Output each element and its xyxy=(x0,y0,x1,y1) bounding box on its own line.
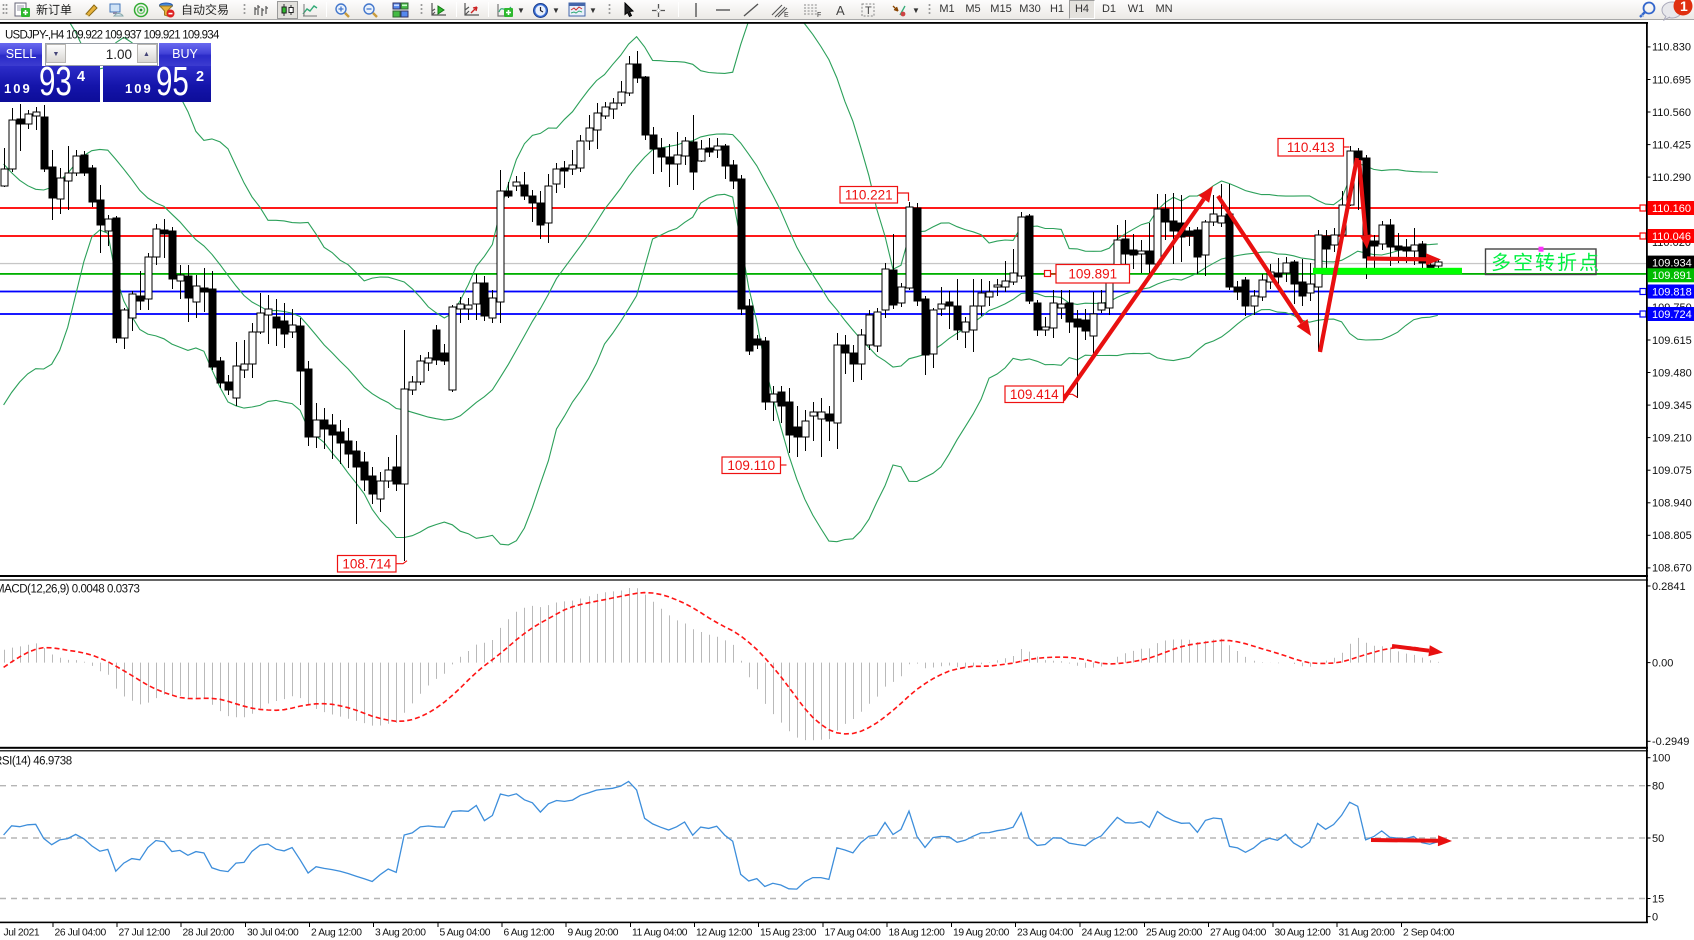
svg-text:26 Jul 04:00: 26 Jul 04:00 xyxy=(55,928,107,939)
svg-text:0.00: 0.00 xyxy=(1652,657,1673,669)
svg-text:T: T xyxy=(865,5,872,17)
svg-text:109.480: 109.480 xyxy=(1652,367,1692,379)
svg-text:31 Aug 20:00: 31 Aug 20:00 xyxy=(1339,928,1396,939)
svg-text:110.413: 110.413 xyxy=(1287,140,1335,155)
svg-text:110.221: 110.221 xyxy=(845,187,893,202)
svg-text:27 Jul 12:00: 27 Jul 12:00 xyxy=(119,928,171,939)
svg-text:1: 1 xyxy=(1680,0,1688,14)
svg-text:15: 15 xyxy=(1652,893,1664,905)
svg-text:109.891: 109.891 xyxy=(1068,266,1117,281)
svg-text:24 Aug 12:00: 24 Aug 12:00 xyxy=(1082,928,1139,939)
svg-text:25 Aug 20:00: 25 Aug 20:00 xyxy=(1146,928,1203,939)
svg-text:110.425: 110.425 xyxy=(1652,139,1691,151)
svg-text:RSI(14) 46.9738: RSI(14) 46.9738 xyxy=(0,756,72,768)
svg-text:109.818: 109.818 xyxy=(1652,286,1692,298)
svg-text:3 Aug 20:00: 3 Aug 20:00 xyxy=(375,928,426,939)
svg-text:109.345: 109.345 xyxy=(1652,400,1692,412)
svg-text:2 Sep 04:00: 2 Sep 04:00 xyxy=(1403,928,1455,939)
svg-text:15 Aug 23:00: 15 Aug 23:00 xyxy=(760,928,817,939)
svg-text:6 Aug 12:00: 6 Aug 12:00 xyxy=(504,928,555,939)
svg-text:30 Jul 04:00: 30 Jul 04:00 xyxy=(247,928,299,939)
svg-text:109.210: 109.210 xyxy=(1652,432,1692,444)
svg-text:5 Aug 04:00: 5 Aug 04:00 xyxy=(440,928,491,939)
svg-text:12 Aug 12:00: 12 Aug 12:00 xyxy=(696,928,753,939)
svg-text:USDJPY-,H4 109.922 109.937 10: USDJPY-,H4 109.922 109.937 109.921 109.9… xyxy=(5,30,220,42)
svg-text:108.670: 108.670 xyxy=(1652,563,1692,575)
svg-text:110.560: 110.560 xyxy=(1652,107,1691,119)
svg-text:28 Jul 20:00: 28 Jul 20:00 xyxy=(183,928,235,939)
svg-text:109.110: 109.110 xyxy=(727,458,775,473)
svg-text:0: 0 xyxy=(1652,911,1658,923)
svg-text:108.714: 108.714 xyxy=(342,556,391,571)
svg-text:18 Aug 12:00: 18 Aug 12:00 xyxy=(889,928,946,939)
svg-text:30 Aug 12:00: 30 Aug 12:00 xyxy=(1275,928,1332,939)
svg-text:2 Aug 12:00: 2 Aug 12:00 xyxy=(311,928,362,939)
svg-text:11 Aug 04:00: 11 Aug 04:00 xyxy=(632,928,688,939)
svg-text:109.891: 109.891 xyxy=(1652,270,1692,282)
svg-text:9 Aug 20:00: 9 Aug 20:00 xyxy=(568,928,619,939)
svg-text:110.830: 110.830 xyxy=(1652,42,1691,54)
svg-text:23 Aug 04:00: 23 Aug 04:00 xyxy=(1017,928,1074,939)
svg-text:0.2841: 0.2841 xyxy=(1652,581,1686,593)
svg-text:19 Aug 20:00: 19 Aug 20:00 xyxy=(953,928,1010,939)
svg-text:100: 100 xyxy=(1652,753,1670,765)
svg-text:108.805: 108.805 xyxy=(1652,530,1692,542)
svg-text:F: F xyxy=(817,12,821,18)
svg-text:109.724: 109.724 xyxy=(1652,309,1692,321)
svg-text:110.290: 110.290 xyxy=(1652,172,1691,184)
svg-text:108.940: 108.940 xyxy=(1652,498,1692,510)
svg-text:110.046: 110.046 xyxy=(1652,231,1691,243)
svg-text:109.615: 109.615 xyxy=(1652,335,1692,347)
svg-text:110.695: 110.695 xyxy=(1652,74,1691,86)
svg-text:110.160: 110.160 xyxy=(1652,203,1691,215)
svg-text:80: 80 xyxy=(1652,781,1664,793)
svg-text:27 Aug 04:00: 27 Aug 04:00 xyxy=(1210,928,1267,939)
svg-text:Jul 2021: Jul 2021 xyxy=(4,928,40,939)
svg-text:E: E xyxy=(784,12,789,18)
svg-text:-0.2949: -0.2949 xyxy=(1652,736,1689,748)
svg-text:109.075: 109.075 xyxy=(1652,465,1692,477)
svg-text:109.934: 109.934 xyxy=(1652,258,1692,270)
svg-text:50: 50 xyxy=(1652,833,1664,845)
svg-text:109.414: 109.414 xyxy=(1010,387,1059,402)
svg-text:17 Aug 04:00: 17 Aug 04:00 xyxy=(825,928,882,939)
svg-text:MACD(12,26,9) 0.0048 0.0373: MACD(12,26,9) 0.0048 0.0373 xyxy=(0,584,140,596)
